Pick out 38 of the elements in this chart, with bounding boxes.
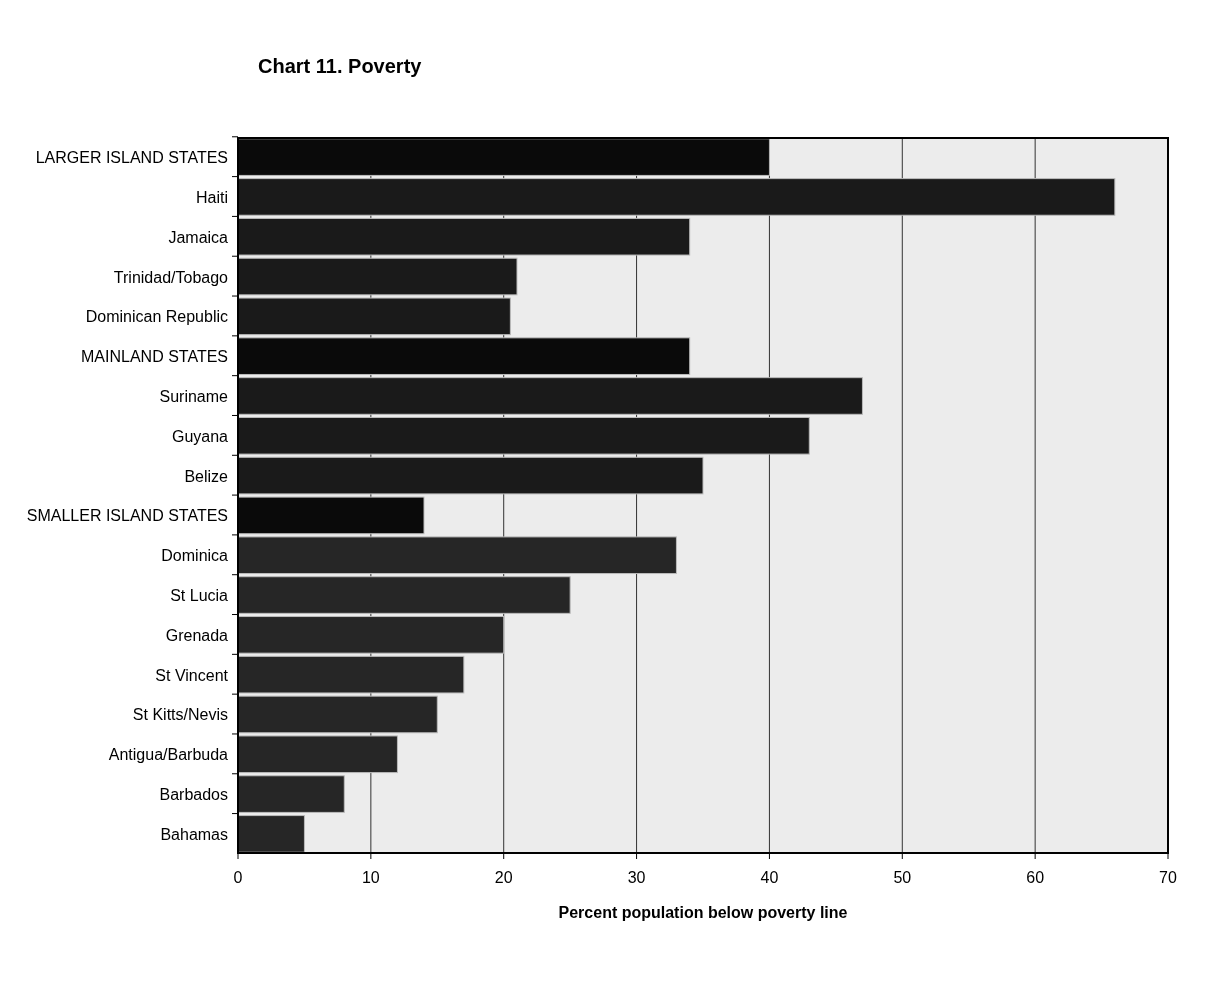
y-tick-label: Suriname bbox=[159, 387, 229, 405]
x-tick-label: 30 bbox=[627, 869, 646, 886]
y-tick-label: Haiti bbox=[195, 188, 228, 206]
y-tick-label: St Vincent bbox=[155, 666, 229, 684]
y-tick-label: Guyana bbox=[171, 427, 229, 445]
bar bbox=[237, 416, 810, 455]
x-tick-label: 60 bbox=[1026, 869, 1045, 886]
bar bbox=[237, 576, 571, 614]
y-tick-label: St Kitts/Nevis bbox=[132, 706, 228, 724]
x-tick-label: 0 bbox=[233, 869, 243, 886]
x-tick-label: 50 bbox=[893, 869, 912, 886]
bar bbox=[237, 775, 345, 813]
bar bbox=[237, 616, 505, 654]
y-tick-label: SMALLER ISLAND STATES bbox=[26, 507, 228, 525]
y-tick-label: Barbados bbox=[159, 786, 228, 804]
y-tick-label: Trinidad/Tobago bbox=[113, 268, 229, 286]
bar bbox=[237, 815, 305, 853]
x-tick-label: 10 bbox=[361, 869, 380, 886]
bar bbox=[237, 536, 677, 575]
y-tick-label: MAINLAND STATES bbox=[81, 348, 228, 366]
bar bbox=[237, 178, 1116, 216]
y-tick-label: Grenada bbox=[165, 626, 229, 644]
bar bbox=[237, 735, 398, 774]
y-tick-label: LARGER ISLAND STATES bbox=[35, 149, 228, 167]
y-tick-label: Antigua/Barbuda bbox=[108, 746, 229, 764]
y-tick-label: Bahamas bbox=[160, 825, 228, 843]
y-tick-label: Dominican Republic bbox=[85, 308, 228, 326]
x-tick-label: 70 bbox=[1159, 869, 1177, 886]
x-tick-label: 20 bbox=[494, 869, 513, 886]
bar bbox=[237, 377, 863, 415]
y-tick-label: St Lucia bbox=[170, 587, 229, 605]
y-tick-label: Dominica bbox=[161, 547, 229, 565]
chart-title: Chart 11. Poverty bbox=[258, 55, 423, 77]
x-tick-label: 40 bbox=[760, 869, 779, 886]
x-axis-title: Percent population below poverty line bbox=[558, 904, 848, 921]
bar bbox=[237, 217, 691, 256]
y-tick-label: Jamaica bbox=[168, 228, 229, 246]
y-tick-label: Belize bbox=[184, 467, 229, 485]
